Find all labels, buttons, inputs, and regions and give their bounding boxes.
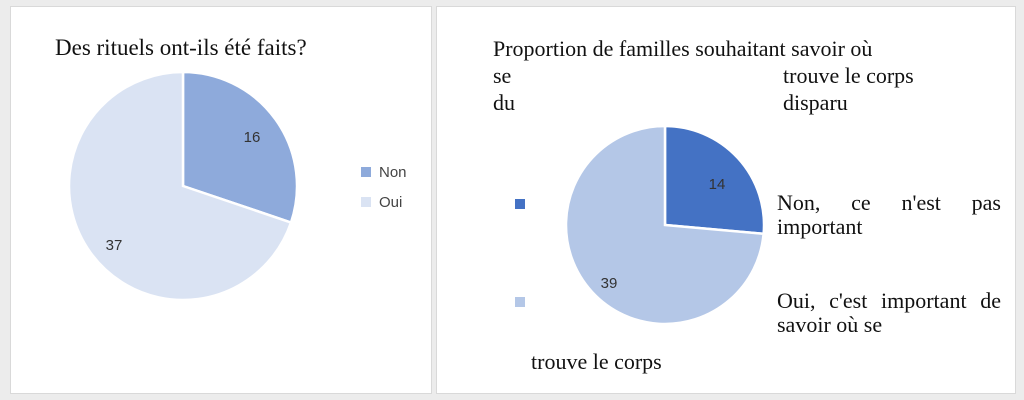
legend-swatch-non [515, 199, 525, 209]
title-line-2-start: se [493, 63, 512, 88]
legend-item-oui: Oui [361, 187, 407, 217]
legend-swatch-oui [515, 297, 525, 307]
data-label-1: 37 [106, 237, 123, 254]
pie-slice-1 [67, 70, 293, 302]
chart-title: Proportion de familles souhaitant savoir… [493, 35, 963, 116]
chart-title: Des rituels ont-ils été faits? [55, 35, 307, 60]
legend-label-oui: Oui, c'est important de savoir où se [777, 288, 1001, 337]
title-line-3-end: disparu [783, 90, 848, 115]
legend-item-non: Non [361, 157, 407, 187]
title-line-1: Proportion de familles souhaitant savoir… [493, 36, 873, 61]
pie-slice-1 [564, 124, 765, 326]
title-line-3: du disparu [493, 89, 963, 116]
chart-panel-body-location: Proportion de familles souhaitant savoir… [436, 6, 1016, 394]
legend-label-oui: Oui [379, 193, 403, 211]
legend: Non Oui [361, 157, 407, 217]
pie-slice-0 [181, 70, 299, 225]
legend-swatch-non [361, 167, 371, 177]
pie-slice-0 [663, 124, 766, 236]
legend-label-non: Non, ce n'est pas important [777, 190, 1001, 239]
legend-label-oui-continued: trouve le corps [531, 349, 662, 374]
data-label-1: 39 [601, 275, 618, 292]
data-label-0: 14 [709, 176, 726, 193]
chart-panel-rituals: Des rituels ont-ils été faits? 16 37 Non … [10, 6, 432, 394]
title-line-2: se trouve le corps [493, 62, 963, 89]
legend-label-non: Non [379, 163, 407, 181]
title-line-3-start: du [493, 90, 515, 115]
data-label-0: 16 [244, 129, 261, 146]
title-line-2-end: trouve le corps [783, 63, 914, 88]
legend-swatch-oui [361, 197, 371, 207]
pie-chart-body-location: 14 39 [564, 124, 766, 326]
